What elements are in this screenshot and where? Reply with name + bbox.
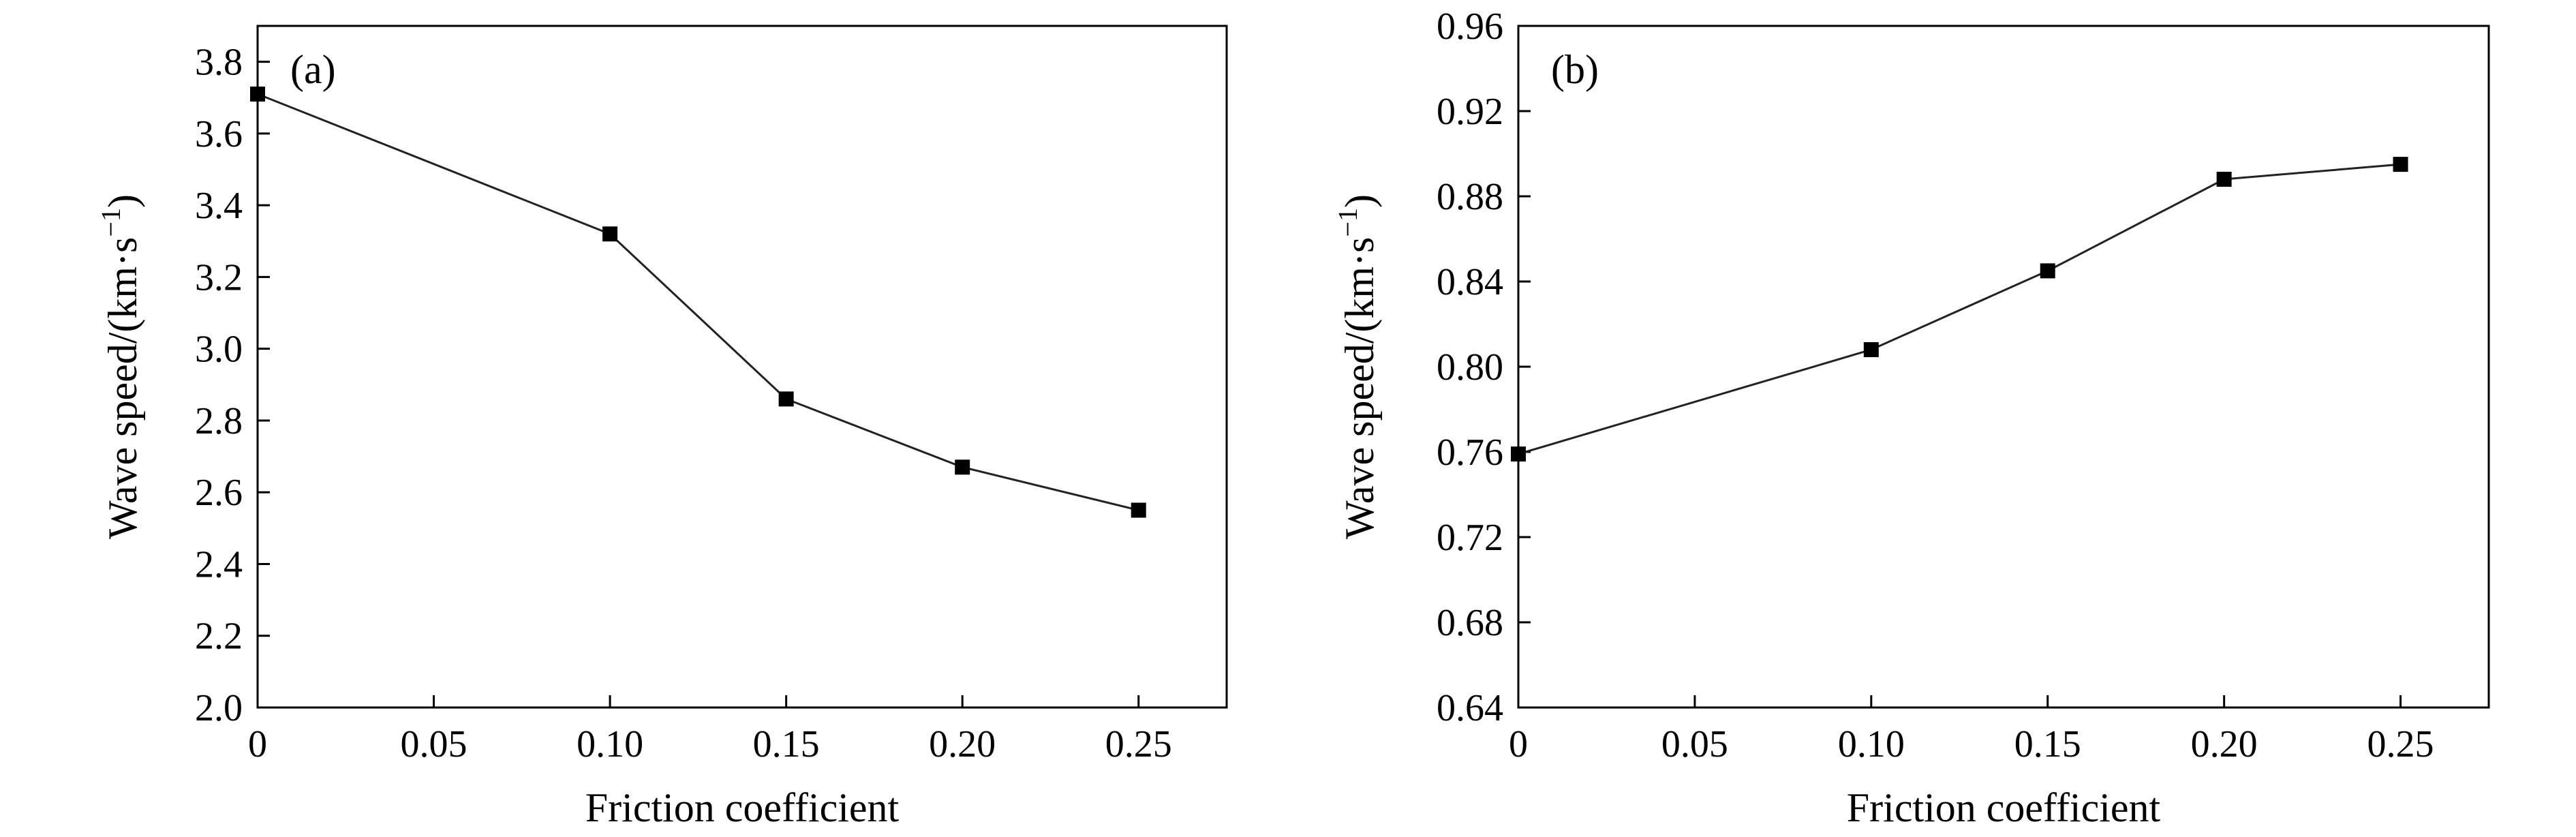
x-tick-label: 0.10 — [577, 723, 643, 765]
data-point — [2216, 172, 2232, 187]
y-tick-label: 3.0 — [195, 329, 243, 371]
x-tick-label: 0.10 — [1838, 723, 1905, 765]
data-point — [2393, 157, 2408, 172]
data-point — [1511, 446, 1526, 462]
y-axis-label: Wave speed/(km·s−1) — [95, 194, 145, 539]
y-tick-label: 3.8 — [195, 42, 243, 84]
data-point — [1863, 342, 1879, 357]
plot-frame — [1517, 25, 2490, 709]
y-axis-label-superscript: −1 — [1332, 208, 1363, 237]
chart-panel-b: 0 0.05 0.10 0.15 0.20 0.25 0.64 0.68 0.72 0.76 0.8… — [1332, 5, 2490, 830]
data-point — [955, 459, 970, 475]
y-tick-label: 2.6 — [195, 472, 243, 514]
y-tick-label: 0.76 — [1437, 431, 1503, 474]
y-tick-label: 3.2 — [195, 256, 243, 299]
x-tick-label: 0.05 — [401, 723, 467, 765]
y-tick-label: 0.80 — [1437, 346, 1503, 389]
data-point — [602, 226, 618, 242]
series-line — [257, 93, 1139, 511]
data-point — [250, 87, 265, 102]
y-tick-label: 0.88 — [1437, 176, 1503, 218]
y-tick-label: 0.92 — [1437, 91, 1503, 133]
y-axis-label-superscript: −1 — [95, 208, 126, 237]
x-tick-label: 0.20 — [929, 723, 996, 765]
y-axis-label: Wave speed/(km·s−1) — [1332, 194, 1382, 539]
y-tick-label: 0.72 — [1437, 517, 1503, 559]
y-tick-label: 2.0 — [195, 687, 243, 729]
data-point — [778, 391, 794, 407]
x-tick-label: 0.15 — [2014, 723, 2081, 765]
y-axis-label-close: ) — [1337, 194, 1382, 208]
x-tick-label: 0.25 — [2367, 723, 2434, 765]
x-tick-label: 0.15 — [753, 723, 820, 765]
y-axis-label-close: ) — [100, 194, 145, 208]
y-tick-label: 3.6 — [195, 113, 243, 155]
x-tick-label: 0.05 — [1661, 723, 1728, 765]
x-tick-label: 0 — [1509, 723, 1528, 765]
plot-frame — [256, 25, 1228, 709]
y-tick-label: 2.8 — [195, 400, 243, 442]
x-tick-label: 0.20 — [2191, 723, 2258, 765]
y-tick-label: 0.96 — [1437, 5, 1503, 48]
data-point — [1131, 502, 1146, 518]
data-point — [2040, 263, 2055, 279]
x-axis-label: Friction coefficient — [585, 785, 900, 830]
y-tick-label: 0.64 — [1437, 687, 1503, 729]
x-tick-label: 0 — [248, 723, 267, 765]
chart-panel-a: 0 0.05 0.10 0.15 0.20 0.25 2.0 2.2 2.4 2.6 2.8 3.0 3… — [95, 25, 1228, 830]
y-tick-label: 0.68 — [1437, 602, 1503, 644]
y-tick-label: 2.2 — [195, 615, 243, 658]
y-axis-label-main: Wave speed/(km·s — [1337, 237, 1382, 539]
x-axis-label: Friction coefficient — [1847, 785, 2161, 830]
y-tick-label: 0.84 — [1437, 261, 1503, 303]
panel-label: (a) — [290, 47, 336, 92]
y-axis-label-main: Wave speed/(km·s — [100, 237, 145, 539]
y-tick-label: 2.4 — [195, 543, 243, 585]
x-tick-label: 0.25 — [1105, 723, 1172, 765]
y-tick-label: 3.4 — [195, 185, 243, 227]
panel-label: (b) — [1551, 47, 1599, 92]
series-line — [1518, 163, 2401, 455]
